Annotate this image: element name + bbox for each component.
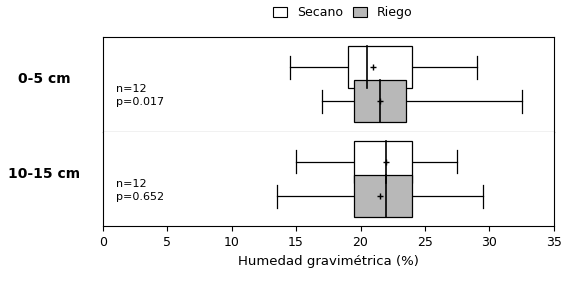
Bar: [354, 141, 412, 183]
Bar: [348, 46, 412, 88]
Text: n=12
p=0.017: n=12 p=0.017: [116, 84, 164, 107]
Text: 10-15 cm: 10-15 cm: [8, 167, 80, 181]
Text: 0-5 cm: 0-5 cm: [18, 72, 70, 86]
X-axis label: Humedad gravimétrica (%): Humedad gravimétrica (%): [238, 255, 419, 268]
Text: n=12
p=0.652: n=12 p=0.652: [116, 179, 164, 202]
Bar: [354, 175, 412, 217]
Legend: Secano, Riego: Secano, Riego: [271, 3, 415, 22]
Bar: [354, 80, 405, 122]
